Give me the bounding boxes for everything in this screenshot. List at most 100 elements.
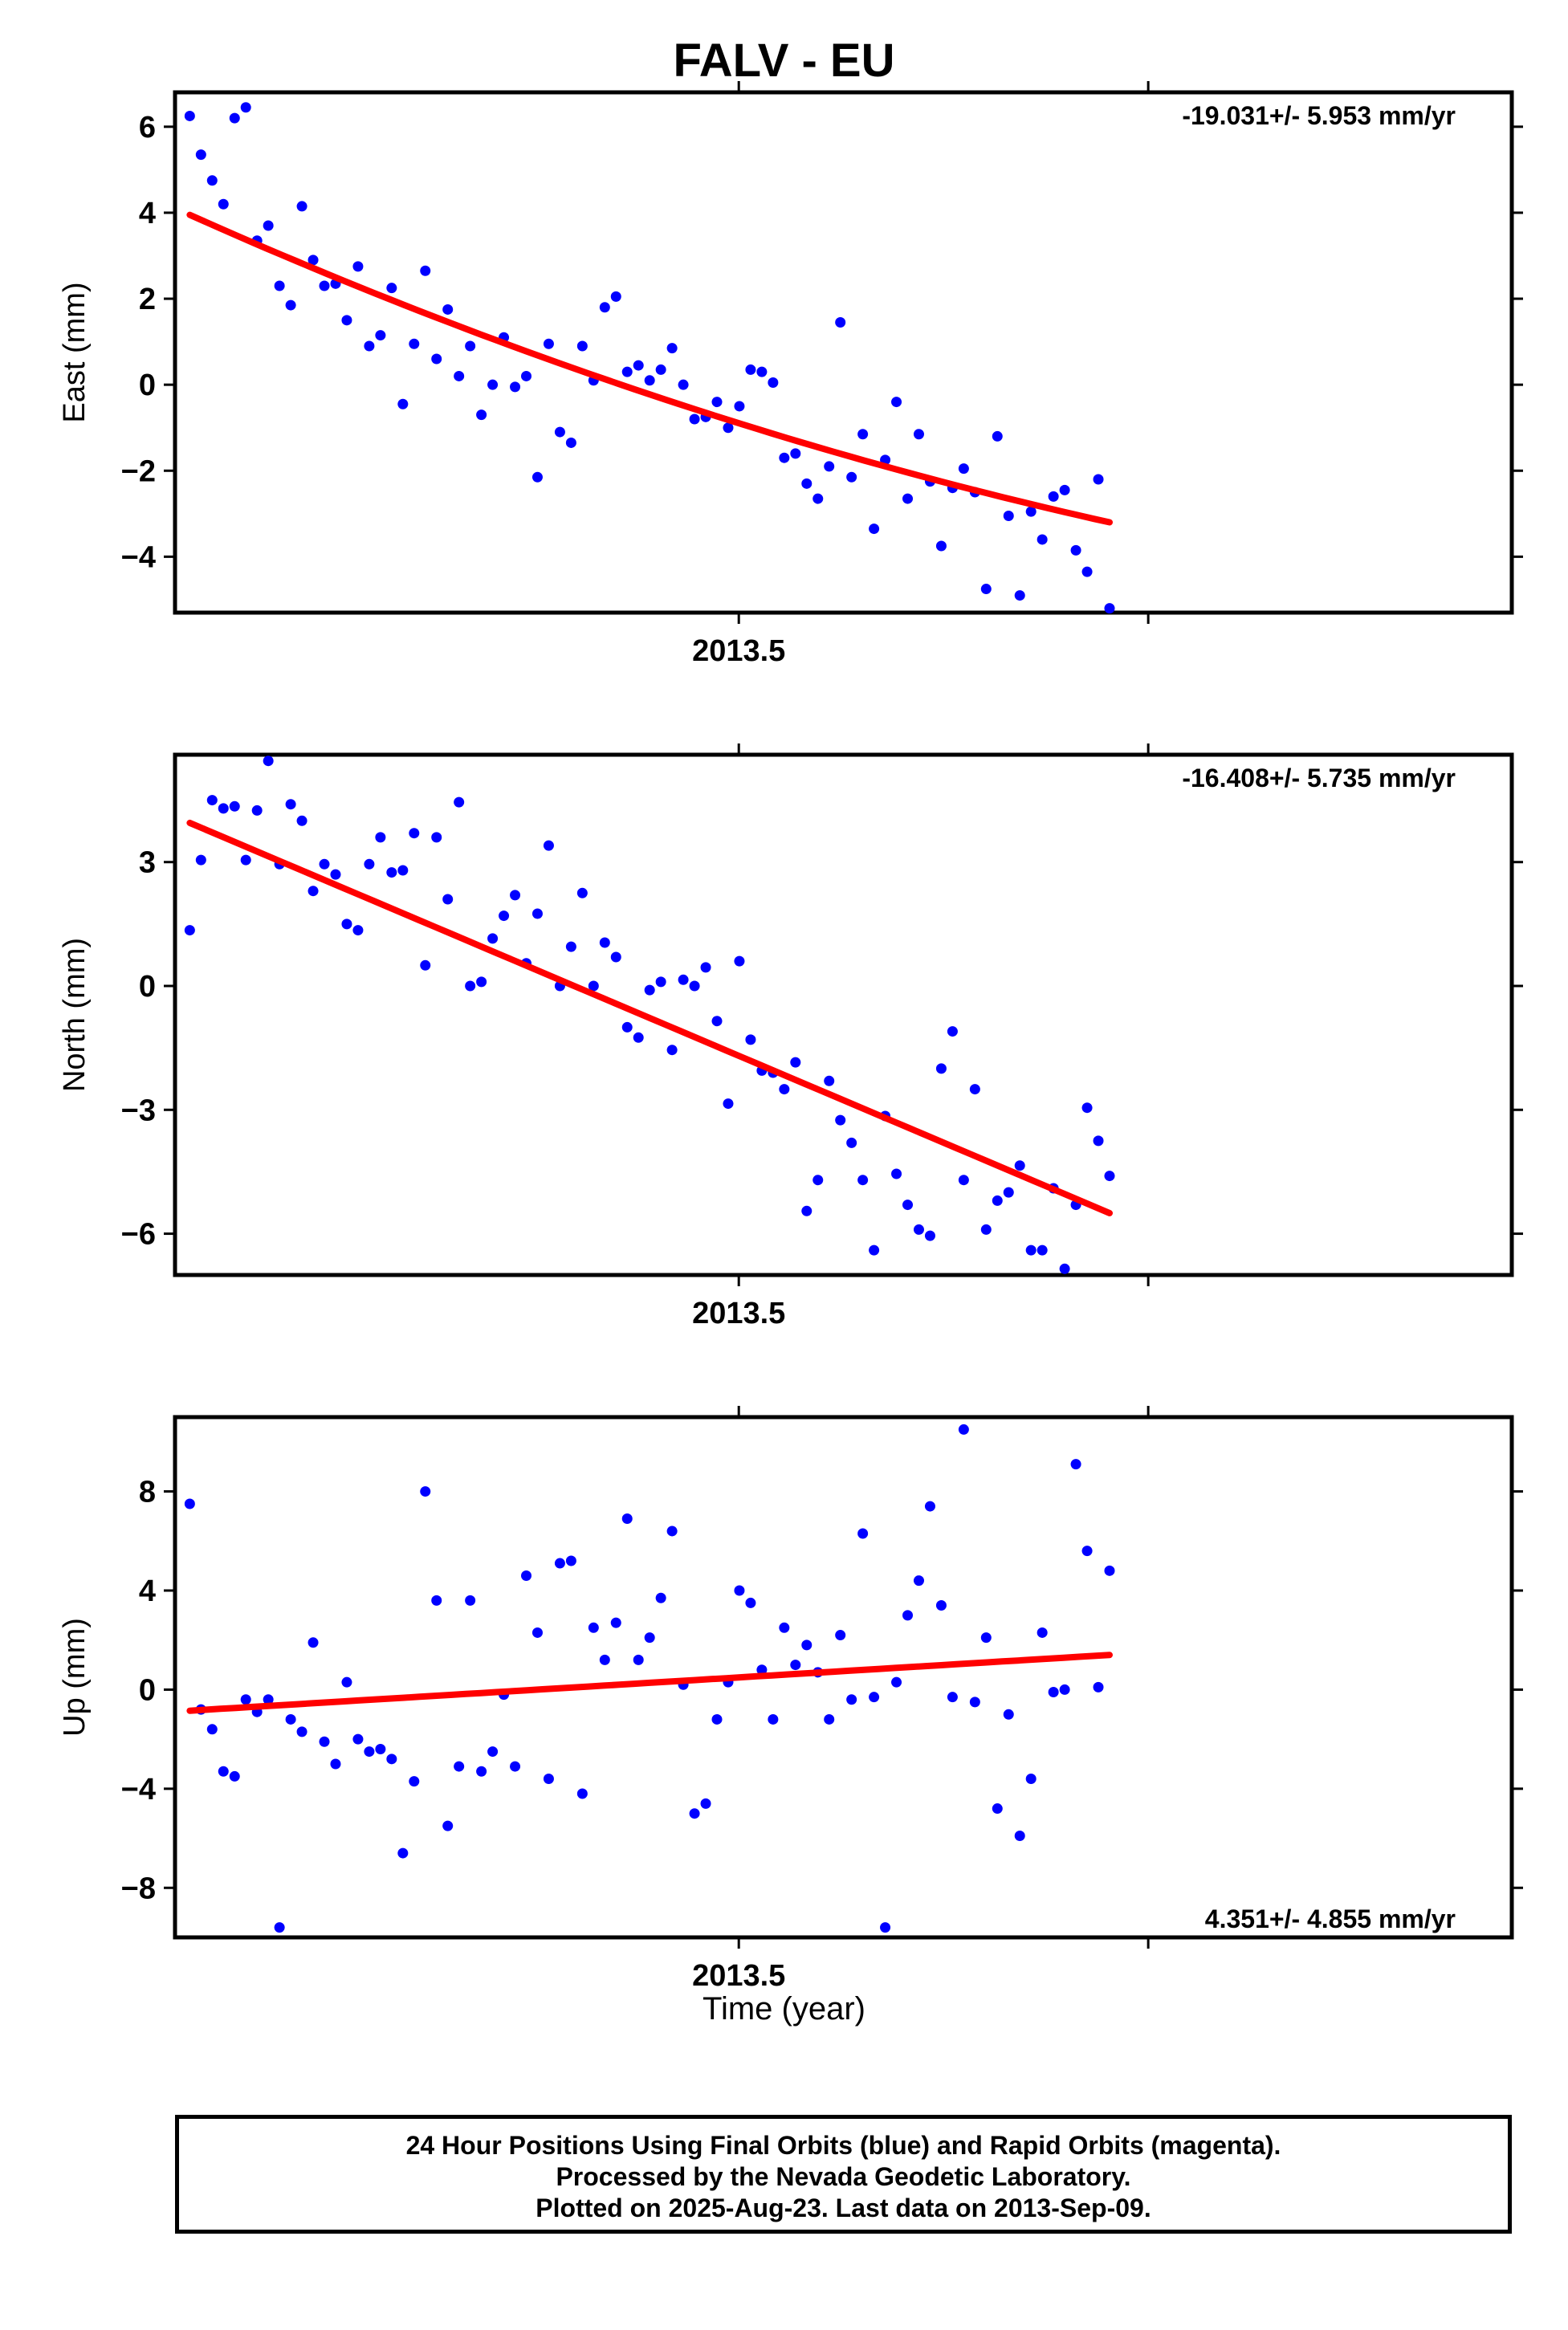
north-xtick-label: 2013.5 xyxy=(692,1297,785,1330)
east-data-point xyxy=(621,366,633,377)
east-data-point xyxy=(397,398,409,409)
north-data-point xyxy=(621,1021,633,1033)
north-data-point xyxy=(633,1032,644,1043)
north-data-point xyxy=(891,1168,902,1179)
up-data-point xyxy=(902,1610,914,1621)
east-data-point xyxy=(431,353,442,365)
east-data-point xyxy=(543,338,554,349)
up-data-point xyxy=(397,1847,409,1859)
east-data-point xyxy=(218,198,229,210)
east-data-point xyxy=(869,523,880,535)
up-data-point xyxy=(835,1630,846,1641)
up-data-point xyxy=(790,1660,801,1671)
east-data-point xyxy=(678,379,689,390)
east-data-point xyxy=(1037,534,1048,545)
up-data-point xyxy=(1070,1459,1081,1470)
up-data-point xyxy=(621,1513,633,1525)
east-ytick-label: −4 xyxy=(121,540,156,574)
up-data-point xyxy=(274,1922,285,1933)
east-data-point xyxy=(801,478,813,489)
east-data-point xyxy=(857,429,869,440)
north-data-point xyxy=(935,1063,947,1074)
east-data-point xyxy=(689,413,700,425)
up-data-point xyxy=(1104,1565,1115,1576)
east-data-point xyxy=(958,463,969,475)
up-data-point xyxy=(206,1724,218,1735)
up-rate-annotation: 4.351+/- 4.855 mm/yr xyxy=(1205,1904,1456,1933)
north-data-point xyxy=(588,980,599,992)
east-rate-annotation: -19.031+/- 5.953 mm/yr xyxy=(1182,101,1456,130)
north-data-point xyxy=(801,1205,813,1216)
up-data-point xyxy=(700,1798,711,1809)
north-data-point xyxy=(307,886,319,897)
north-data-point xyxy=(454,796,465,808)
up-data-point xyxy=(969,1697,980,1708)
up-data-point xyxy=(465,1595,476,1606)
north-data-point xyxy=(655,976,666,988)
up-data-point xyxy=(846,1694,857,1705)
east-data-point xyxy=(980,584,992,595)
east-data-point xyxy=(476,409,487,421)
up-data-point xyxy=(655,1592,666,1603)
east-data-point xyxy=(274,280,285,291)
east-data-point xyxy=(487,379,499,390)
up-trend-line xyxy=(186,1652,1113,1714)
up-data-point xyxy=(745,1597,756,1608)
up-data-point xyxy=(554,1558,565,1569)
north-y-axis-label: North (mm) xyxy=(58,938,92,1092)
east-ytick-label: 4 xyxy=(139,197,156,230)
north-trend-line xyxy=(186,819,1113,1216)
east-data-point xyxy=(790,448,801,459)
north-data-point xyxy=(531,908,543,919)
up-ytick-label: 4 xyxy=(139,1574,156,1608)
north-data-point xyxy=(678,974,689,985)
east-data-point xyxy=(610,291,621,302)
north-data-point xyxy=(319,858,330,870)
up-data-point xyxy=(218,1766,229,1777)
north-data-point xyxy=(386,867,397,878)
up-y-axis-label: Up (mm) xyxy=(58,1618,92,1737)
up-data-point xyxy=(364,1746,375,1758)
north-data-point xyxy=(330,869,341,880)
north-ytick-label: −3 xyxy=(121,1094,156,1127)
east-data-point xyxy=(531,471,543,483)
north-data-point xyxy=(599,937,610,948)
north-data-point xyxy=(565,941,576,952)
up-data-point xyxy=(543,1774,554,1785)
east-data-point xyxy=(756,366,768,377)
up-data-point xyxy=(442,1820,454,1831)
east-ytick-label: 2 xyxy=(139,283,156,316)
up-data-point xyxy=(633,1654,644,1665)
up-data-point xyxy=(229,1770,240,1782)
up-data-point xyxy=(610,1617,621,1628)
north-data-point xyxy=(869,1244,880,1256)
east-data-point xyxy=(902,493,914,504)
east-data-point xyxy=(263,220,274,231)
north-data-point xyxy=(263,756,274,767)
east-data-point xyxy=(229,112,240,124)
up-data-point xyxy=(1025,1774,1037,1785)
east-data-point xyxy=(1003,511,1014,522)
footer-line-3: Plotted on 2025-Aug-23. Last data on 201… xyxy=(536,2194,1151,2222)
up-ytick-label: 0 xyxy=(139,1673,156,1707)
up-data-point xyxy=(330,1758,341,1770)
east-data-point xyxy=(913,429,924,440)
north-data-point xyxy=(992,1195,1003,1206)
east-data-point xyxy=(824,461,835,472)
north-data-point xyxy=(442,894,454,905)
up-data-point xyxy=(958,1424,969,1435)
north-data-point xyxy=(352,925,364,936)
east-data-point xyxy=(465,340,476,352)
north-data-point xyxy=(969,1084,980,1095)
north-ytick-label: 0 xyxy=(139,970,156,1004)
east-y-axis-label: East (mm) xyxy=(58,282,92,422)
up-data-point xyxy=(935,1600,947,1611)
north-data-point xyxy=(251,805,263,816)
up-data-point xyxy=(184,1498,195,1509)
north-data-point xyxy=(947,1026,958,1037)
up-data-point xyxy=(924,1501,935,1512)
north-data-point xyxy=(1059,1263,1070,1274)
up-data-point xyxy=(1059,1684,1070,1695)
north-data-point xyxy=(296,815,307,826)
